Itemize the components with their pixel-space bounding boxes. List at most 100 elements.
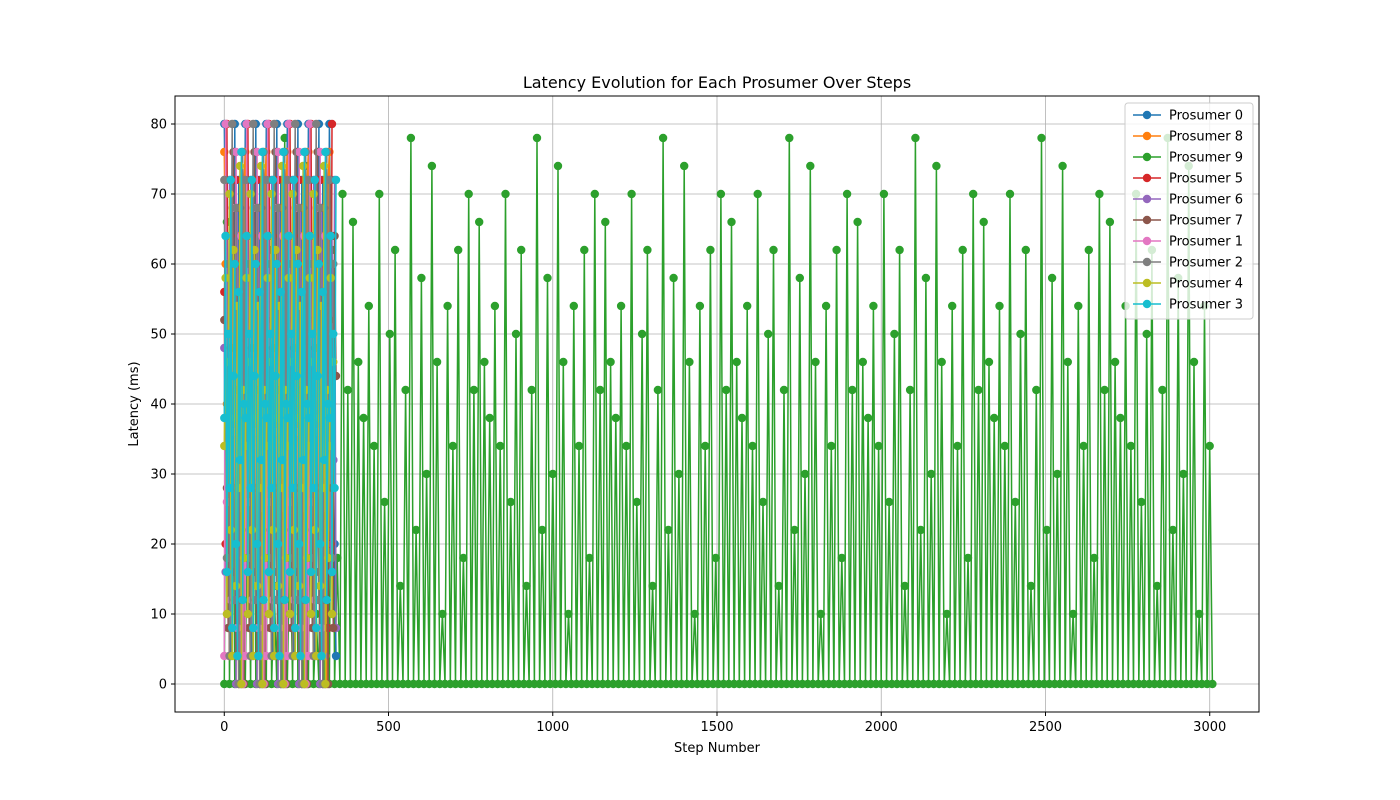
- data-point: [753, 189, 762, 199]
- data-point: [1195, 609, 1204, 619]
- data-point: [1142, 329, 1151, 339]
- x-tick-label: 1000: [536, 720, 569, 735]
- data-point: [553, 161, 563, 171]
- data-point: [622, 441, 631, 451]
- data-point: [262, 175, 271, 185]
- data-point: [884, 497, 894, 507]
- data-point: [284, 231, 293, 241]
- data-point: [301, 595, 310, 605]
- data-point: [241, 175, 250, 185]
- data-point: [296, 651, 305, 661]
- data-point: [288, 483, 297, 493]
- data-point: [1137, 497, 1146, 507]
- data-point: [305, 119, 314, 129]
- data-point: [256, 161, 266, 171]
- data-point: [305, 231, 314, 241]
- data-point: [268, 175, 278, 185]
- data-point: [590, 189, 599, 199]
- data-point: [268, 525, 278, 535]
- data-point: [326, 231, 335, 241]
- data-point: [343, 385, 352, 395]
- data-point: [974, 385, 983, 395]
- data-point: [1208, 679, 1217, 689]
- legend-item: Prosumer 8: [1133, 130, 1243, 145]
- data-point: [325, 413, 334, 423]
- data-point: [323, 553, 333, 563]
- data-point: [569, 301, 578, 311]
- data-point: [235, 455, 245, 465]
- data-point: [239, 399, 249, 409]
- data-point: [308, 329, 317, 339]
- data-point: [348, 217, 358, 227]
- data-point: [969, 189, 978, 199]
- data-point: [585, 553, 594, 563]
- data-point: [632, 497, 641, 507]
- data-point: [364, 301, 373, 311]
- data-point: [1005, 189, 1015, 199]
- data-point: [937, 357, 946, 367]
- data-point: [275, 651, 284, 661]
- y-tick-label: 20: [150, 538, 167, 553]
- data-point: [327, 567, 337, 577]
- data-point: [895, 245, 904, 255]
- data-point: [911, 133, 920, 143]
- data-point: [330, 483, 339, 493]
- data-point: [532, 133, 542, 143]
- data-point: [711, 553, 720, 563]
- data-point: [281, 553, 291, 563]
- data-point: [627, 189, 636, 199]
- data-point: [806, 161, 815, 171]
- data-point: [674, 469, 684, 479]
- data-point: [790, 525, 799, 535]
- data-point: [1068, 609, 1078, 619]
- data-point: [737, 413, 747, 423]
- legend-marker: [1142, 173, 1152, 183]
- data-point: [242, 231, 251, 241]
- data-point: [331, 175, 341, 185]
- data-point: [222, 567, 232, 577]
- data-point: [401, 385, 410, 395]
- legend-marker: [1142, 299, 1152, 309]
- data-point: [319, 455, 329, 465]
- data-point: [234, 287, 243, 297]
- data-point: [779, 385, 789, 395]
- data-point: [948, 301, 957, 311]
- data-point: [313, 371, 322, 381]
- legend-marker: [1142, 215, 1152, 225]
- data-point: [1126, 441, 1136, 451]
- data-point: [266, 329, 275, 339]
- data-point: [264, 567, 274, 577]
- y-tick-label: 30: [150, 468, 167, 483]
- data-point: [396, 581, 405, 591]
- data-point: [1079, 441, 1088, 451]
- x-tick-label: 2000: [865, 720, 898, 735]
- data-point: [795, 273, 804, 283]
- data-point: [288, 189, 297, 199]
- y-tick-label: 50: [150, 328, 167, 343]
- data-point: [279, 147, 288, 157]
- data-point: [354, 357, 363, 367]
- data-point: [1189, 357, 1199, 367]
- data-point: [245, 329, 254, 339]
- data-point: [329, 329, 338, 339]
- data-point: [758, 497, 768, 507]
- data-point: [1021, 245, 1030, 255]
- data-point: [241, 413, 250, 423]
- data-point: [769, 245, 778, 255]
- legend-label: Prosumer 9: [1169, 151, 1243, 166]
- data-point: [258, 147, 267, 157]
- data-point: [263, 119, 272, 129]
- data-point: [1026, 581, 1036, 591]
- data-point: [302, 399, 312, 409]
- data-point: [318, 287, 327, 297]
- y-tick-label: 70: [150, 188, 167, 203]
- chart-title: Latency Evolution for Each Prosumer Over…: [523, 73, 911, 92]
- data-point: [375, 189, 384, 199]
- data-point: [262, 413, 271, 423]
- data-point: [921, 273, 931, 283]
- data-point: [249, 119, 258, 129]
- data-point: [390, 245, 400, 255]
- data-point: [706, 245, 715, 255]
- data-point: [221, 119, 230, 129]
